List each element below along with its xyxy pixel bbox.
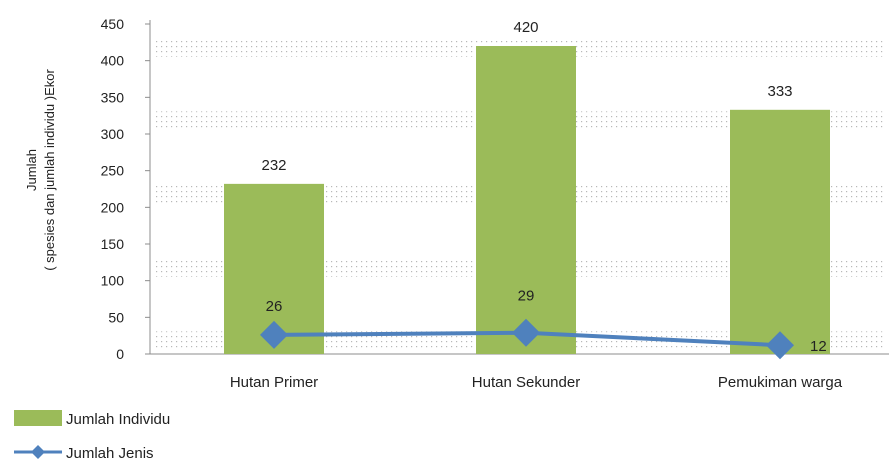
bar-1 <box>476 46 576 354</box>
y-axis-title-line2: ( spesies dan jumlah individu )Ekor <box>42 69 57 271</box>
y-axis-title-line1: Jumlah <box>24 149 39 191</box>
legend-marker-line <box>31 445 45 459</box>
line-point-0 <box>260 320 288 349</box>
x-category-label: Pemukiman warga <box>718 374 843 391</box>
y-tick-label: 100 <box>101 273 125 289</box>
x-category-label: Hutan Primer <box>230 374 318 391</box>
legend-swatch-bars <box>14 410 62 426</box>
bar-value-label: 420 <box>513 19 538 36</box>
bar-value-label: 333 <box>767 83 792 100</box>
legend-label-bars: Jumlah Individu <box>66 411 170 428</box>
bar-value-label: 232 <box>261 157 286 174</box>
line-value-label: 12 <box>810 338 827 355</box>
bar-2 <box>730 109 830 354</box>
line-value-label: 26 <box>266 298 283 315</box>
y-tick-label: 200 <box>101 199 125 215</box>
line-point-2 <box>766 331 794 360</box>
x-category-label: Hutan Sekunder <box>472 374 580 391</box>
line-value-label: 29 <box>518 288 535 305</box>
y-tick-label: 150 <box>101 236 125 252</box>
line-data-labels: 26 29 12 <box>266 288 827 355</box>
y-axis-ticks: 0 50 100 150 200 250 300 350 400 450 <box>101 16 150 362</box>
bar-series <box>224 46 830 354</box>
legend-label-line: Jumlah Jenis <box>66 445 154 461</box>
y-tick-label: 0 <box>116 346 124 362</box>
y-tick-label: 50 <box>108 309 124 325</box>
line-point-1 <box>512 318 540 347</box>
y-tick-label: 300 <box>101 126 125 142</box>
y-tick-label: 250 <box>101 163 125 179</box>
line-series <box>260 318 794 360</box>
y-axis-title: Jumlah( spesies dan jumlah individu )Eko… <box>24 69 57 271</box>
y-tick-label: 350 <box>101 89 125 105</box>
legend: Jumlah Individu Jumlah Jenis <box>14 410 170 462</box>
y-tick-label: 400 <box>101 53 125 69</box>
x-axis-categories: Hutan Primer Hutan Sekunder Pemukiman warg… <box>230 374 843 391</box>
bar-data-labels: 232 420 333 <box>261 19 792 174</box>
y-tick-label: 450 <box>101 16 125 32</box>
